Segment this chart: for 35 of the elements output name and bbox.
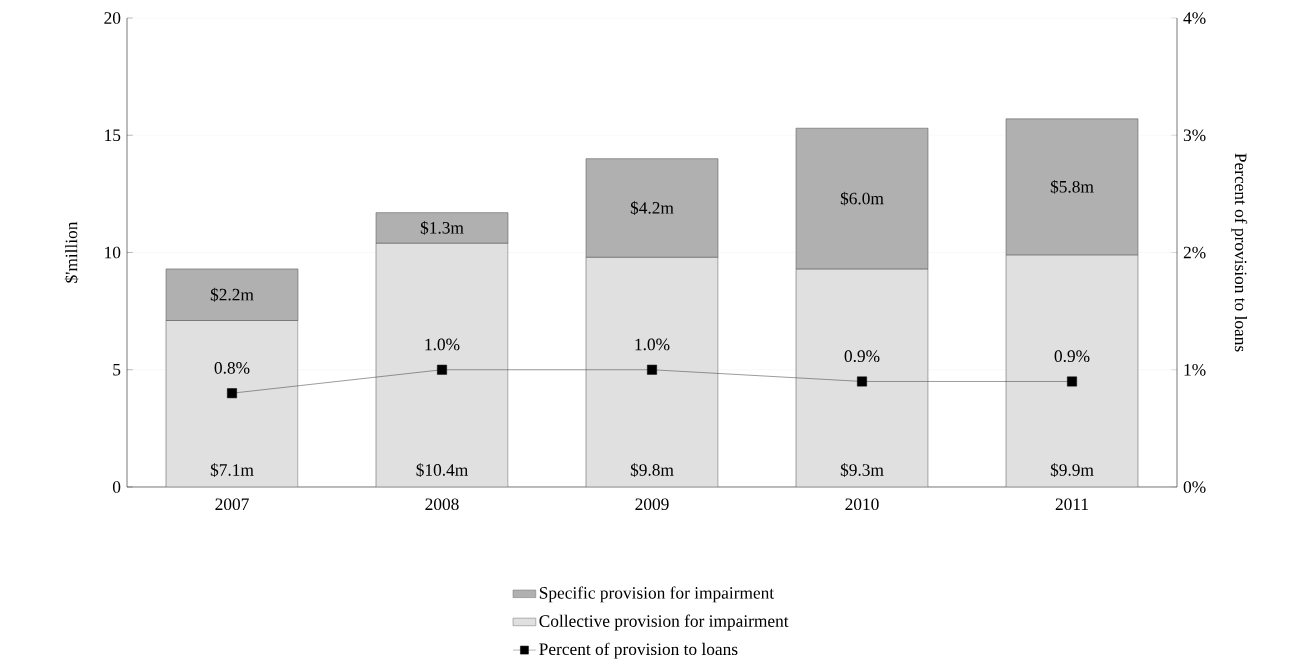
data-label: $10.4m: [416, 463, 468, 477]
x-tick-label: 2009: [635, 498, 669, 511]
x-tick-label: 2007: [215, 498, 249, 511]
legend-label: Percent of provision to loans: [539, 642, 738, 659]
data-label: 0.9%: [844, 350, 880, 363]
x-tick-label: 2011: [1055, 498, 1088, 511]
legend-label: Specific provision for impairment: [539, 586, 775, 603]
y2-tick-label: 1%: [1184, 363, 1206, 376]
y2-tick-label: 0%: [1183, 481, 1206, 493]
legend-label: Collective provision for impairment: [539, 614, 789, 631]
y2-axis-title: Percent of provision to loans: [1231, 153, 1248, 352]
y-tick-label: 15: [105, 129, 121, 142]
x-tick-label: 2008: [425, 498, 459, 511]
data-label: $5.8m: [1050, 179, 1094, 194]
data-label: $9.9m: [1050, 463, 1094, 477]
y2-tick-label: 3%: [1183, 129, 1206, 142]
y-tick-label: 10: [105, 246, 121, 259]
y-tick-label: 20: [104, 12, 121, 24]
data-label: $7.1m: [210, 463, 254, 477]
data-label: 0.9%: [1054, 350, 1090, 363]
data-label: 0.8%: [214, 362, 250, 374]
data-label: $2.2m: [210, 287, 254, 302]
data-label: $4.2m: [630, 201, 674, 215]
data-label: $1.3m: [420, 220, 464, 235]
y-tick-label: 5: [113, 363, 121, 376]
data-label: $9.8m: [630, 463, 674, 477]
data-label: 1.0%: [635, 338, 670, 351]
data-label: $6.0m: [840, 191, 884, 206]
x-tick-label: 2010: [845, 498, 879, 511]
data-label: 1.0%: [425, 338, 460, 351]
y-tick-label: 0: [112, 481, 121, 493]
y2-tick-label: 2%: [1183, 246, 1206, 259]
y2-tick-label: 4%: [1183, 12, 1206, 24]
data-label: $9.3m: [840, 463, 884, 477]
y-axis-title: $'million: [64, 221, 79, 283]
